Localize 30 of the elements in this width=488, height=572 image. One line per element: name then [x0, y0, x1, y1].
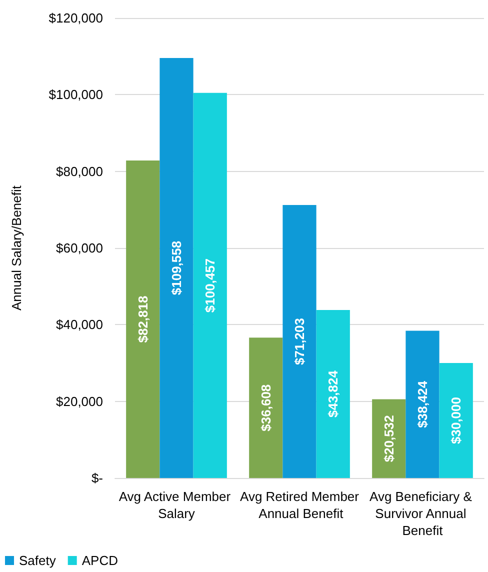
bar: [406, 330, 440, 478]
y-tick-label: $40,000: [56, 317, 103, 332]
bar: [282, 205, 316, 478]
bar: [126, 160, 160, 478]
data-label: $36,608: [258, 384, 274, 432]
legend-label: APCD: [82, 553, 118, 568]
x-tick-label: Avg Beneficiary & Survivor Annual Benefit: [370, 489, 476, 538]
y-tick-label: $100,000: [48, 87, 103, 102]
y-tick-label: $20,000: [56, 394, 103, 409]
data-label: $71,203: [292, 318, 307, 366]
y-tick-label: $120,000: [48, 10, 103, 26]
data-label: $82,818: [135, 296, 150, 343]
data-label: $20,532: [381, 415, 396, 462]
data-label: $30,000: [448, 397, 464, 444]
data-label: $43,824: [326, 370, 341, 418]
bar: [249, 338, 283, 478]
y-tick-label: $80,000: [56, 164, 103, 179]
x-tick-label: Avg Retired Member Annual Benefit: [240, 489, 360, 521]
y-tick-label: $-: [91, 470, 103, 486]
bar: [160, 58, 194, 478]
bar: [316, 310, 350, 478]
data-label: $38,424: [415, 380, 430, 428]
bar: [193, 92, 227, 478]
legend-label: Safety: [19, 553, 56, 568]
data-label: $109,558: [169, 240, 184, 296]
bar: [439, 363, 473, 478]
y-tick-label: $60,000: [56, 240, 103, 256]
data-label: $100,457: [202, 258, 218, 313]
x-tick-label: Avg Active Member Salary: [118, 489, 234, 521]
y-axis-title: Annual Salary/Benefit: [9, 185, 24, 311]
